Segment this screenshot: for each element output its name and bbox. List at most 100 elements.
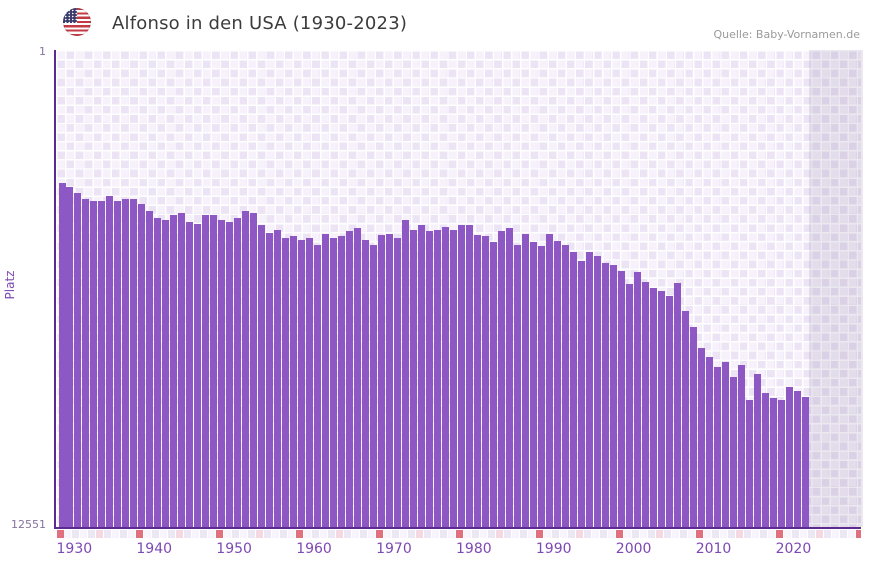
bar-1993[interactable] bbox=[561, 244, 569, 527]
bar-1933[interactable] bbox=[82, 198, 90, 527]
bar-1978[interactable] bbox=[442, 226, 450, 527]
bar-1963[interactable] bbox=[322, 233, 330, 527]
bar-1969[interactable] bbox=[370, 244, 378, 527]
bar-1930[interactable] bbox=[58, 183, 66, 527]
bar-1988[interactable] bbox=[521, 233, 529, 527]
strip-cell-1935 bbox=[96, 530, 104, 538]
bar-1965[interactable] bbox=[338, 236, 346, 527]
bar-1970[interactable] bbox=[378, 235, 386, 527]
bar-2013[interactable] bbox=[721, 361, 729, 527]
bar-1964[interactable] bbox=[330, 237, 338, 527]
bar-1935[interactable] bbox=[98, 201, 106, 527]
bar-1937[interactable] bbox=[114, 201, 122, 527]
bar-1981[interactable] bbox=[465, 225, 473, 527]
bar-2021[interactable] bbox=[785, 387, 793, 527]
bar-1949[interactable] bbox=[210, 214, 218, 527]
bar-1987[interactable] bbox=[513, 244, 521, 527]
bar-2016[interactable] bbox=[745, 399, 753, 527]
bar-2007[interactable] bbox=[673, 283, 681, 527]
bar-2018[interactable] bbox=[761, 392, 769, 527]
bar-1980[interactable] bbox=[458, 225, 465, 527]
bar-2001[interactable] bbox=[625, 284, 633, 527]
bar-1951[interactable] bbox=[226, 221, 234, 527]
bar-1956[interactable] bbox=[266, 232, 274, 527]
bar-1966[interactable] bbox=[346, 231, 354, 527]
bar-1941[interactable] bbox=[146, 210, 154, 527]
bar-1936[interactable] bbox=[106, 196, 114, 527]
bar-2009[interactable] bbox=[689, 326, 697, 527]
bar-1961[interactable] bbox=[306, 237, 314, 527]
bar-1960[interactable] bbox=[298, 240, 306, 527]
bar-1998[interactable] bbox=[601, 262, 609, 527]
bar-1975[interactable] bbox=[418, 225, 426, 527]
bar-1947[interactable] bbox=[194, 223, 202, 527]
decade-marker-strip bbox=[0, 530, 861, 538]
bar-1979[interactable] bbox=[450, 229, 457, 527]
bar-1959[interactable] bbox=[290, 236, 298, 527]
bar-1995[interactable] bbox=[577, 260, 585, 527]
bar-1948[interactable] bbox=[202, 214, 210, 527]
bar-1991[interactable] bbox=[545, 233, 553, 527]
bar-2014[interactable] bbox=[729, 376, 737, 527]
bar-1997[interactable] bbox=[593, 256, 601, 527]
bar-1942[interactable] bbox=[154, 218, 162, 527]
bar-2006[interactable] bbox=[665, 296, 673, 527]
bar-1967[interactable] bbox=[354, 228, 362, 527]
bar-2010[interactable] bbox=[697, 348, 705, 527]
bar-1982[interactable] bbox=[473, 235, 481, 527]
bar-1952[interactable] bbox=[234, 218, 242, 527]
bar-1950[interactable] bbox=[218, 220, 226, 527]
bar-1958[interactable] bbox=[282, 237, 290, 527]
bar-2008[interactable] bbox=[681, 310, 689, 527]
bar-1971[interactable] bbox=[386, 233, 394, 527]
bar-2002[interactable] bbox=[633, 272, 641, 527]
bar-2000[interactable] bbox=[617, 271, 625, 527]
bar-1986[interactable] bbox=[505, 228, 513, 527]
strip-cell-1994 bbox=[567, 530, 575, 538]
bar-2012[interactable] bbox=[713, 366, 721, 527]
bar-1943[interactable] bbox=[162, 220, 170, 527]
bar-1940[interactable] bbox=[138, 203, 146, 527]
bar-2004[interactable] bbox=[649, 287, 657, 527]
strip-cell-1966 bbox=[344, 530, 352, 538]
bar-1983[interactable] bbox=[481, 236, 489, 527]
bar-1985[interactable] bbox=[497, 231, 505, 527]
bar-1934[interactable] bbox=[90, 201, 98, 527]
bar-1955[interactable] bbox=[258, 225, 266, 527]
bar-1954[interactable] bbox=[250, 212, 258, 527]
bar-1999[interactable] bbox=[609, 265, 617, 527]
bar-1977[interactable] bbox=[434, 229, 442, 527]
bar-1931[interactable] bbox=[66, 186, 74, 527]
bar-2011[interactable] bbox=[705, 356, 713, 527]
bar-2019[interactable] bbox=[769, 398, 777, 527]
bar-1990[interactable] bbox=[537, 245, 545, 527]
bar-2017[interactable] bbox=[753, 373, 761, 527]
bar-1994[interactable] bbox=[569, 251, 577, 527]
bar-1972[interactable] bbox=[394, 237, 402, 527]
bar-1962[interactable] bbox=[314, 244, 322, 527]
bar-2015[interactable] bbox=[737, 365, 745, 527]
bar-1974[interactable] bbox=[410, 229, 418, 527]
bar-2022[interactable] bbox=[793, 390, 801, 527]
bar-1957[interactable] bbox=[274, 229, 282, 527]
strip-cell-2004 bbox=[647, 530, 655, 538]
bar-2020[interactable] bbox=[777, 399, 785, 527]
bar-1945[interactable] bbox=[178, 212, 186, 527]
bar-1968[interactable] bbox=[362, 240, 370, 527]
bar-1953[interactable] bbox=[242, 210, 250, 527]
bar-1939[interactable] bbox=[130, 198, 138, 527]
bar-1938[interactable] bbox=[122, 198, 130, 527]
bar-2023[interactable] bbox=[801, 396, 809, 527]
bar-1996[interactable] bbox=[585, 251, 593, 527]
bar-1984[interactable] bbox=[489, 242, 497, 527]
bar-1973[interactable] bbox=[402, 220, 410, 527]
bar-2003[interactable] bbox=[641, 282, 649, 527]
bar-1989[interactable] bbox=[529, 242, 537, 527]
bar-1946[interactable] bbox=[186, 221, 194, 527]
bar-1976[interactable] bbox=[426, 231, 434, 527]
x-tick-2000: 2000 bbox=[615, 541, 652, 557]
bar-1944[interactable] bbox=[170, 214, 178, 527]
bar-2005[interactable] bbox=[657, 290, 665, 527]
bar-1932[interactable] bbox=[74, 193, 82, 527]
bar-1992[interactable] bbox=[553, 241, 561, 527]
